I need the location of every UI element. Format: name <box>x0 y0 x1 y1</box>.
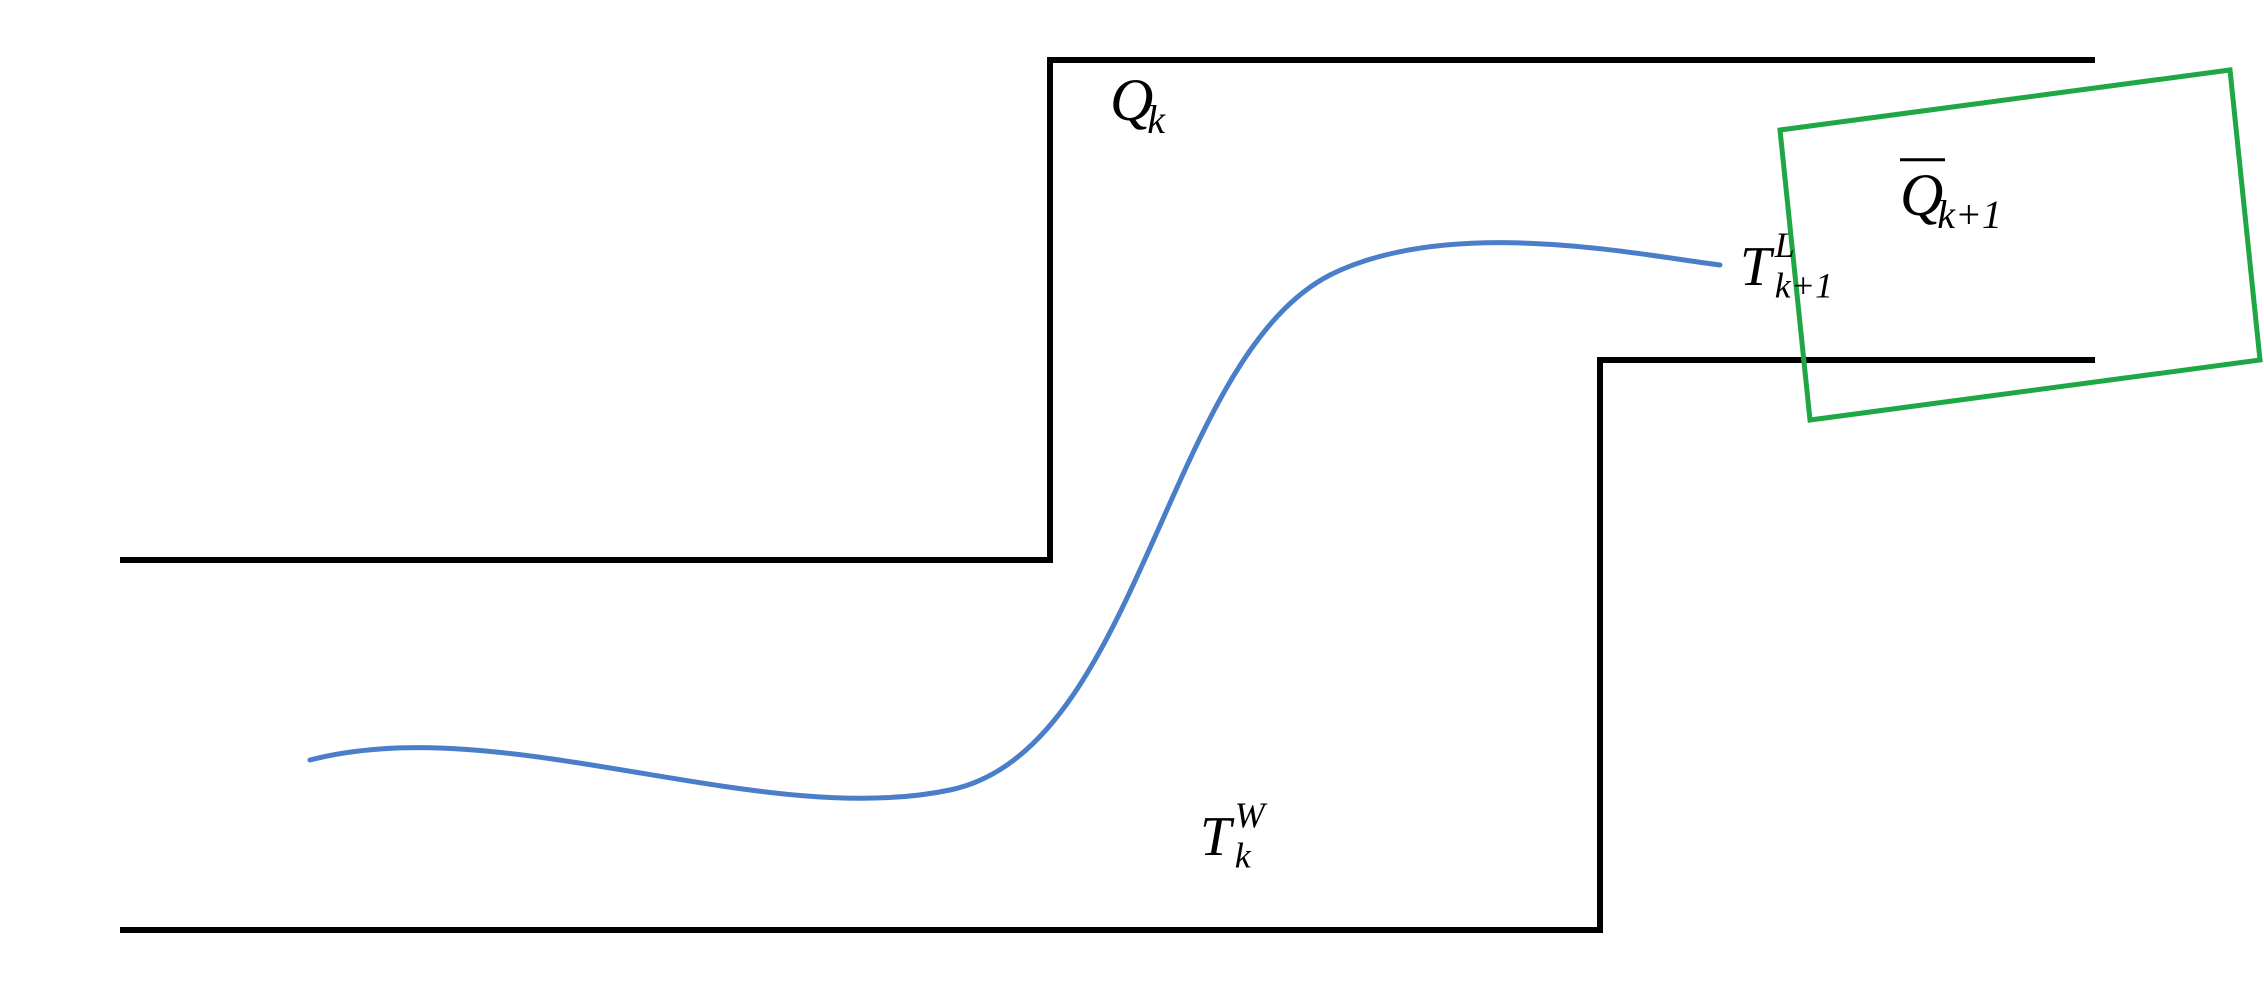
label-Tk_W: TWk <box>1200 795 1268 875</box>
label-Qk-sub: k <box>1147 97 1166 142</box>
label-Tk1_L-sup: L <box>1774 225 1795 265</box>
corridor-bottom-boundary <box>120 360 2095 930</box>
label-Tk1_L-sub: k+1 <box>1775 265 1833 305</box>
label-Tk_W-main: T <box>1200 806 1235 868</box>
label-Tk1_L: TLk+1 <box>1740 225 1833 305</box>
label-Tk1_L-main: T <box>1740 236 1775 298</box>
qk1-bar-region <box>1780 70 2260 420</box>
label-Qk: Qk <box>1110 67 1166 142</box>
label-Tk_W-sub: k <box>1235 835 1252 875</box>
label-Tk_W-sup: W <box>1235 795 1268 835</box>
label-Qk1_bar-sub: k+1 <box>1937 192 2002 237</box>
label-Qk1_bar: Qk+1 <box>1900 160 2002 237</box>
trajectory-curve <box>310 243 1720 799</box>
